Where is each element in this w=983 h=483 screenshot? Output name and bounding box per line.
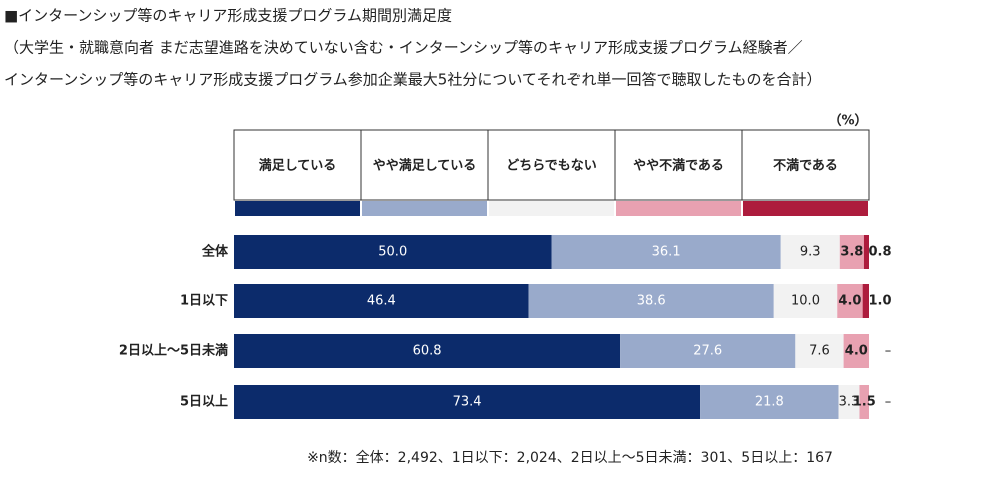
value-label: 7.6 (809, 344, 830, 359)
bar-segment (859, 385, 869, 419)
value-label: 0.8 (868, 245, 891, 260)
value-label: 46.4 (367, 294, 396, 309)
note: ※n数：全体：2,492、1日以下：2,024、2日以上～5日未満：301、5日… (307, 449, 833, 466)
legend-label: どちらでもない (506, 159, 597, 174)
bar-segment (234, 284, 529, 318)
value-label: 9.3 (800, 245, 821, 260)
value-label: 60.8 (413, 344, 442, 359)
bar-segment (795, 334, 844, 368)
value-label: 73.4 (453, 395, 482, 410)
value-label: 1.5 (853, 395, 876, 410)
bar-segment (838, 385, 860, 419)
legend-cell (741, 129, 870, 201)
legend-swatch (235, 201, 360, 216)
value-label: 21.8 (755, 395, 784, 410)
bar-segment (234, 334, 621, 368)
bar-segment (780, 235, 840, 269)
legend-label: やや不満である (633, 158, 724, 174)
legend-cell (614, 129, 743, 201)
value-label: – (885, 344, 892, 359)
legend-swatch (743, 201, 868, 216)
bar-segment (551, 235, 781, 269)
legend-label: やや満足している (373, 158, 477, 174)
legend-cell (360, 129, 489, 201)
chart-subtitle: インターンシップ等のキャリア形成支援プログラム参加企業最大5社分についてそれぞれ… (4, 71, 821, 89)
category-label: 5日以上 (180, 395, 228, 410)
chart-subtitle: （大学生・就職意向者 まだ志望進路を決めていない含む・インターンシップ等のキャリ… (4, 39, 803, 57)
legend-swatch (489, 201, 614, 216)
bar-segment (862, 284, 869, 318)
value-label: 4.0 (845, 344, 868, 359)
bar-segment (843, 334, 869, 368)
value-label: 27.6 (693, 344, 722, 359)
bar-segment (839, 235, 864, 269)
bar-segment (863, 235, 869, 269)
bar-segment (234, 385, 701, 419)
bar-segment (528, 284, 774, 318)
value-label: 3.8 (840, 245, 863, 260)
value-label: 4.0 (838, 294, 861, 309)
category-label: 1日以下 (180, 294, 228, 309)
legend-label: 不満である (773, 158, 838, 174)
chart-title: ■インターンシップ等のキャリア形成支援プログラム期間別満足度 (4, 7, 452, 25)
value-label: 36.1 (652, 245, 681, 260)
category-label: 2日以上～5日未満 (119, 343, 228, 359)
legend-swatch (362, 201, 487, 216)
bar-segment (234, 235, 552, 269)
unit-label: （%） (828, 113, 867, 129)
legend-cell (233, 129, 362, 201)
category-label: 全体 (201, 244, 229, 260)
value-label: 10.0 (791, 294, 820, 309)
bar-segment (773, 284, 838, 318)
legend-cell (487, 129, 616, 201)
value-label: 50.0 (378, 245, 407, 260)
bar-segment (837, 284, 863, 318)
legend-label: 満足している (259, 158, 337, 174)
value-label: 3.3 (839, 395, 860, 410)
value-label: – (885, 395, 892, 410)
bar-segment (700, 385, 839, 419)
bar-segment (620, 334, 796, 368)
value-label: 38.6 (637, 294, 666, 309)
legend-swatch (616, 201, 741, 216)
value-label: 1.0 (868, 294, 891, 309)
